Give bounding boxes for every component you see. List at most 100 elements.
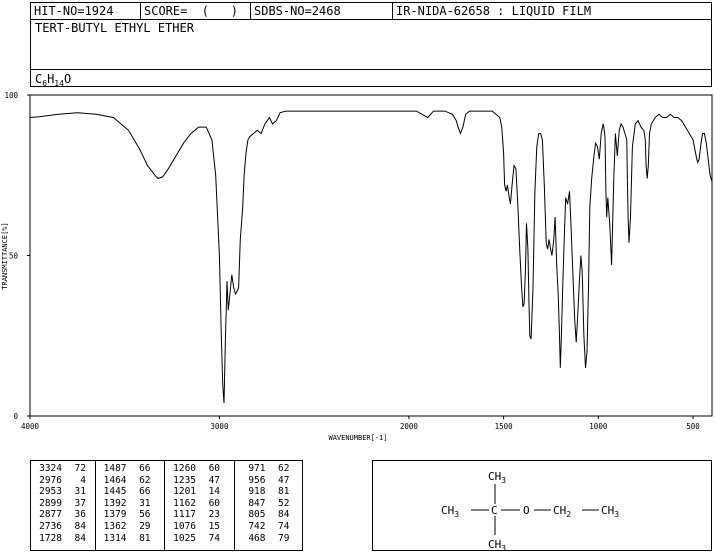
peak-wavenumber: 1445: [103, 486, 127, 498]
peak-wavenumber: 2736: [39, 520, 62, 532]
peak-column: 3324 72 2976 4 2953 31 2899 37 2877 36 2736 84 1728 8…: [31, 461, 96, 550]
peak-wavenumber: 1314: [103, 532, 127, 544]
peak-transmittance: 66: [139, 486, 151, 498]
peak-row: 1728 84: [31, 533, 95, 545]
peak-transmittance: 15: [208, 520, 221, 532]
y-tick-label: 50: [9, 252, 19, 261]
peak-wavenumber: 468: [248, 532, 266, 544]
peak-wavenumber: 1025: [173, 532, 197, 544]
peak-transmittance: 31: [74, 486, 86, 498]
peak-wavenumber: 1260: [173, 463, 197, 474]
peak-row: 1487 66: [96, 463, 164, 475]
peak-transmittance: 62: [139, 474, 151, 486]
peak-transmittance: 4: [80, 474, 86, 486]
atom-label: CH3: [601, 504, 619, 519]
peak-wavenumber: 2877: [39, 509, 62, 521]
peak-wavenumber: 1728: [39, 532, 62, 544]
peak-wavenumber: 1362: [103, 520, 127, 532]
peak-row: 971 62: [235, 463, 303, 475]
peak-wavenumber: 1117: [173, 509, 197, 521]
peak-row: 468 79: [235, 533, 303, 545]
peak-row: 2877 36: [31, 509, 95, 521]
peak-transmittance: 47: [278, 474, 290, 486]
peak-wavenumber: 1379: [103, 509, 127, 521]
ir-nida: IR-NIDA-62658 : LIQUID FILM: [396, 4, 592, 18]
peak-wavenumber: 2899: [39, 497, 62, 509]
peak-row: 805 84: [235, 509, 303, 521]
peak-row: 1076 15: [165, 521, 233, 533]
x-tick-label: 500: [686, 422, 700, 431]
peak-transmittance: 81: [139, 532, 151, 544]
peak-transmittance: 23: [208, 509, 221, 521]
peak-row: 1445 66: [96, 486, 164, 498]
atom-label: CH3: [441, 504, 459, 519]
peak-transmittance: 66: [139, 463, 151, 474]
peak-transmittance: 14: [208, 486, 221, 498]
peak-wavenumber: 3324: [39, 463, 62, 474]
peak-transmittance: 47: [208, 474, 221, 486]
peak-wavenumber: 2953: [39, 486, 62, 498]
x-tick-label: 3000: [210, 422, 229, 431]
sdbs-no: SDBS-NO=2468: [251, 3, 393, 19]
peak-row: 2899 37: [31, 498, 95, 510]
peak-wavenumber: 1076: [173, 520, 197, 532]
x-tick-label: 2000: [400, 422, 419, 431]
peak-row: 1235 47: [165, 475, 233, 487]
x-tick-label: 1500: [495, 422, 514, 431]
header-panel: HIT-NO=1924 SCORE= ( ) SDBS-NO=2468 IR-N…: [30, 2, 712, 88]
score: SCORE= ( ): [141, 3, 251, 19]
peak-row: 1464 62: [96, 475, 164, 487]
y-tick-label: 100: [4, 91, 18, 100]
x-tick-label: 4000: [21, 422, 40, 431]
peak-column: 1260 60 1235 47 1201 14 1162 60 1117 23 1076 15 1025…: [165, 461, 235, 550]
peak-wavenumber: 918: [248, 486, 266, 498]
peak-row: 1201 14: [165, 486, 233, 498]
hit-no: HIT-NO=1924: [31, 3, 141, 19]
peak-transmittance: 31: [139, 497, 151, 509]
atom-right-ch3: CH3: [601, 504, 619, 519]
header-row: HIT-NO=1924 SCORE= ( ) SDBS-NO=2468 IR-N…: [31, 3, 711, 20]
bond-lines: [471, 484, 599, 535]
formula-carbon-count: 6: [42, 79, 48, 88]
peak-row: 1314 81: [96, 533, 164, 545]
atom-label: CH3: [488, 470, 506, 485]
peak-row: 1025 74: [165, 533, 233, 545]
formula-row: C6H14O: [31, 69, 711, 88]
peak-row: 847 52: [235, 498, 303, 510]
atom-left-ch3: CH3: [441, 504, 459, 519]
peak-wavenumber: 1464: [103, 474, 127, 486]
structure-diagram: CH3 CH3 C O CH2 CH3 CH3: [372, 460, 712, 551]
peak-wavenumber: 1487: [103, 463, 127, 474]
peak-transmittance: 74: [278, 520, 290, 532]
peak-wavenumber: 971: [248, 463, 266, 474]
y-tick-label: 0: [13, 412, 18, 421]
peak-transmittance: 84: [278, 509, 290, 521]
peak-transmittance: 81: [278, 486, 290, 498]
atom-label: CH2: [553, 504, 571, 519]
peak-wavenumber: 1235: [173, 474, 197, 486]
atom-oxygen: O: [523, 504, 530, 517]
x-tick-label: 1000: [589, 422, 608, 431]
formula-hydrogen: H: [47, 72, 55, 86]
peak-wavenumber: 2976: [39, 474, 62, 486]
peak-table: 3324 72 2976 4 2953 31 2899 37 2877 36 2736 84 1728 8…: [30, 460, 303, 551]
peak-row: 1392 31: [96, 498, 164, 510]
formula-carbon: C: [35, 72, 43, 86]
peak-row: 1162 60: [165, 498, 233, 510]
peak-wavenumber: 956: [248, 474, 266, 486]
molecular-formula: C6H14O: [35, 72, 71, 88]
peak-transmittance: 72: [74, 463, 86, 474]
peak-transmittance: 84: [74, 532, 86, 544]
y-axis-label: TRANSMITTANCE[%]: [1, 222, 9, 289]
axis-ticks: 4000 3000 2000 1500 1000 500 0 50 100: [4, 91, 700, 431]
peak-transmittance: 52: [278, 497, 290, 509]
x-axis-label: WAVENUMBER[-1]: [328, 434, 387, 442]
atom-ch2: CH2: [553, 504, 571, 519]
formula-hydrogen-count: 14: [54, 79, 64, 88]
peak-transmittance: 60: [208, 497, 221, 509]
peak-transmittance: 37: [74, 497, 86, 509]
peak-wavenumber: 1162: [173, 497, 197, 509]
peak-row: 2736 84: [31, 521, 95, 533]
peak-transmittance: 74: [208, 532, 221, 544]
plot-frame: [29, 94, 713, 417]
